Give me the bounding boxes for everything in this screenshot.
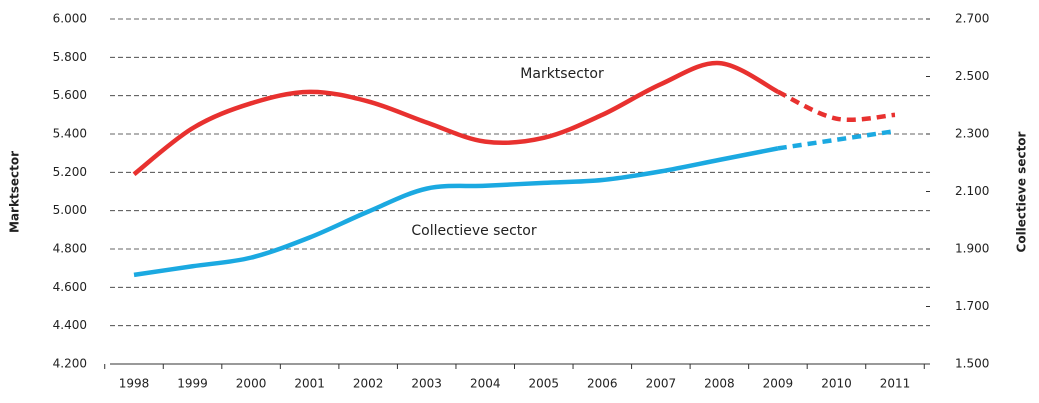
x-tick-label: 2011 [880, 377, 911, 391]
x-tick-label: 1998 [119, 377, 150, 391]
y-tick-label: 5.800 [53, 50, 87, 64]
y2-tick-label: 1.900 [955, 242, 989, 256]
y2-tick-label: 1.700 [955, 299, 989, 313]
x-tick-label: 2003 [411, 377, 442, 391]
y-tick-label: 4.800 [53, 242, 87, 256]
y2-tick-label: 2.100 [955, 184, 989, 198]
x-tick-label: 2009 [763, 377, 794, 391]
x-tick-label: 2008 [704, 377, 735, 391]
y2-tick-label: 1.500 [955, 357, 989, 371]
x-tick-label: 2000 [236, 377, 267, 391]
y2-tick-label: 2.300 [955, 127, 989, 141]
y-tick-label: 5.200 [53, 165, 87, 179]
x-tick-label: 2006 [587, 377, 618, 391]
series-line [777, 128, 896, 151]
series-line [776, 89, 896, 123]
x-tick-label: 2002 [353, 377, 384, 391]
y-tick-label: 5.000 [53, 203, 87, 217]
x-tick-label: 2004 [470, 377, 501, 391]
y-tick-label: 5.400 [53, 127, 87, 141]
series-line [132, 60, 779, 177]
y-tick-label: 6.000 [53, 12, 87, 26]
x-tick-label: 2007 [646, 377, 677, 391]
x-tick-label: 2010 [821, 377, 852, 391]
y2-tick-label: 2.500 [955, 69, 989, 83]
series-annotation: Collectieve sector [411, 223, 536, 239]
x-tick-label: 1999 [177, 377, 208, 391]
y-tick-label: 4.200 [53, 357, 87, 371]
series-annotation: Marktsector [520, 66, 604, 82]
y-tick-label: 4.400 [53, 318, 87, 332]
series-line [133, 146, 779, 278]
y2-axis-title: Collectieve sector [1015, 131, 1029, 252]
x-tick-label: 2001 [294, 377, 325, 391]
x-tick-label: 2005 [528, 377, 559, 391]
y2-tick-label: 2.700 [955, 12, 989, 26]
y-tick-label: 4.600 [53, 280, 87, 294]
y-axis-title: Marktsector [8, 151, 22, 233]
y-tick-label: 5.600 [53, 88, 87, 102]
